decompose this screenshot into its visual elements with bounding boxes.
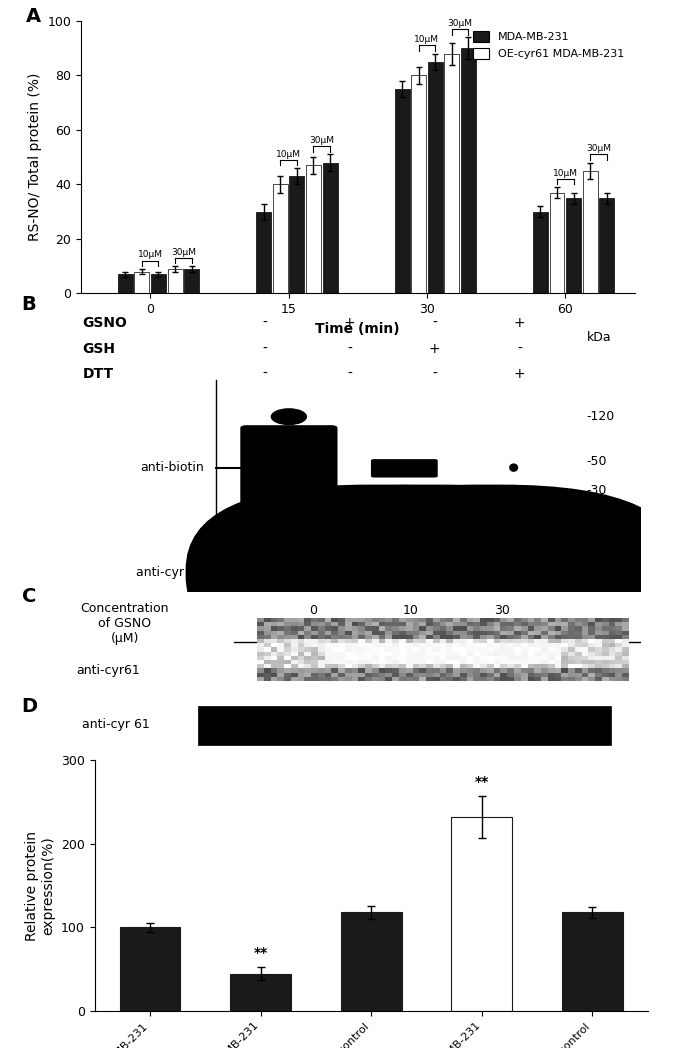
Ellipse shape (254, 463, 263, 472)
Text: Concentration
of GSNO
(μM): Concentration of GSNO (μM) (80, 602, 169, 645)
FancyBboxPatch shape (295, 484, 675, 661)
Ellipse shape (424, 463, 433, 472)
Y-axis label: RS-NO/ Total protein (%): RS-NO/ Total protein (%) (28, 73, 42, 241)
Bar (583, 171, 597, 293)
Legend: MDA-MB-231, OE-cyr61 MDA-MB-231: MDA-MB-231, OE-cyr61 MDA-MB-231 (468, 26, 629, 64)
Text: -: - (262, 342, 267, 355)
FancyBboxPatch shape (240, 425, 338, 516)
Text: D: D (22, 697, 38, 716)
Text: 10μM: 10μM (414, 36, 439, 44)
Bar (341, 913, 402, 1011)
Bar (167, 269, 182, 293)
Text: -: - (432, 316, 437, 330)
Text: anti-cyr 61: anti-cyr 61 (82, 718, 150, 730)
Text: anti-biotin: anti-biotin (140, 461, 204, 474)
Bar (230, 974, 291, 1011)
Text: **: ** (254, 946, 268, 960)
Ellipse shape (271, 409, 307, 425)
Bar (562, 913, 623, 1011)
Bar (273, 184, 288, 293)
Text: 30μM: 30μM (171, 247, 196, 257)
Text: -120: -120 (587, 410, 615, 423)
Text: -50: -50 (587, 456, 607, 468)
Bar (533, 212, 548, 293)
Text: DTT: DTT (82, 367, 113, 381)
Text: -: - (517, 342, 522, 355)
Bar (306, 166, 321, 293)
Text: C: C (22, 587, 36, 606)
Text: +: + (514, 367, 526, 381)
FancyBboxPatch shape (371, 459, 437, 478)
Text: 10μM: 10μM (138, 250, 163, 260)
Bar (599, 198, 614, 293)
Text: -40: -40 (587, 566, 607, 578)
Text: 10: 10 (402, 605, 418, 617)
FancyBboxPatch shape (250, 527, 321, 540)
Bar (452, 816, 512, 1011)
Text: -: - (347, 342, 352, 355)
Bar (323, 162, 338, 293)
Text: 10μM: 10μM (276, 150, 301, 158)
Bar (184, 269, 199, 293)
Text: -: - (262, 316, 267, 330)
Text: -30: -30 (587, 484, 607, 497)
Ellipse shape (509, 463, 518, 472)
X-axis label: Time (min): Time (min) (315, 322, 400, 335)
Ellipse shape (261, 561, 316, 585)
Bar (395, 89, 410, 293)
Text: +: + (514, 316, 526, 330)
FancyBboxPatch shape (234, 484, 623, 661)
FancyBboxPatch shape (186, 484, 574, 661)
Bar (444, 53, 459, 293)
FancyBboxPatch shape (377, 494, 432, 506)
Bar (549, 193, 564, 293)
Text: -: - (432, 367, 437, 381)
Text: 30μM: 30μM (448, 19, 472, 28)
Text: 30μM: 30μM (309, 136, 334, 145)
Text: +: + (429, 342, 441, 355)
Text: 10μM: 10μM (553, 169, 578, 178)
Bar (151, 275, 166, 293)
Text: 30μM: 30μM (586, 145, 611, 153)
Bar (290, 176, 304, 293)
Bar (119, 927, 180, 1011)
Text: **: ** (475, 776, 489, 789)
Text: -: - (262, 367, 267, 381)
Bar (411, 75, 426, 293)
Bar (118, 275, 133, 293)
Text: B: B (22, 296, 36, 314)
Bar (461, 48, 476, 293)
Text: A: A (26, 7, 40, 26)
Text: anti-cyr61: anti-cyr61 (76, 663, 140, 677)
Text: GSH: GSH (82, 342, 115, 355)
Text: +: + (344, 316, 356, 330)
Text: 30: 30 (493, 605, 510, 617)
Text: -: - (347, 367, 352, 381)
Text: anti-cyr 61: anti-cyr 61 (136, 566, 204, 578)
Bar (566, 198, 581, 293)
Bar (428, 62, 443, 293)
Text: 0: 0 (309, 605, 317, 617)
Bar (256, 212, 271, 293)
Text: kDa: kDa (587, 331, 611, 344)
FancyBboxPatch shape (198, 706, 611, 745)
Bar (134, 271, 149, 293)
Text: GSNO: GSNO (82, 316, 127, 330)
Y-axis label: Relative protein
expression(%): Relative protein expression(%) (25, 831, 55, 940)
